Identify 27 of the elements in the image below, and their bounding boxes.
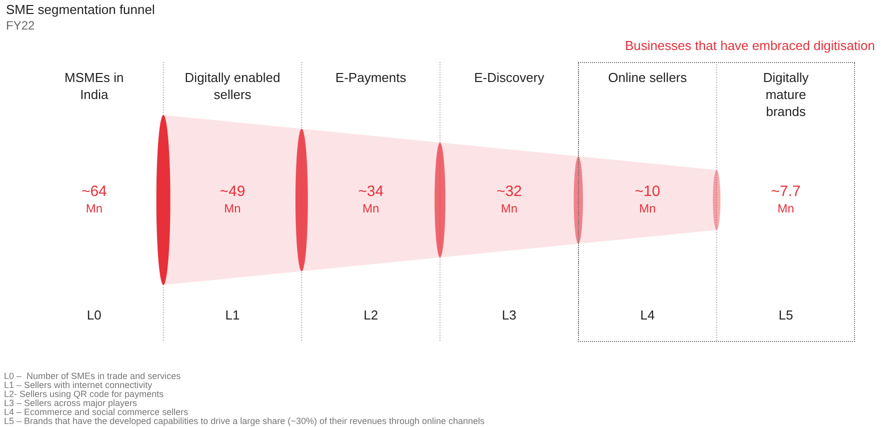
text: L5 – Brands that have the developed capabilities to drive a large share (~30%) of their revenues through online channels	[4, 416, 486, 426]
text: Businesses that have embraced digitisation	[624, 38, 875, 53]
data-label: ~10 Mn	[634, 183, 660, 216]
text: L3 – Sellers across major players	[4, 398, 138, 408]
data-label: ~34 Mn	[358, 183, 384, 216]
data-label: ~49 Mn	[220, 183, 246, 216]
text: L1	[225, 308, 240, 323]
data-label: ~64 Mn	[81, 183, 107, 216]
category-label: E-Discovery	[474, 70, 545, 86]
text: L0	[86, 308, 102, 323]
text: L4	[640, 308, 655, 323]
category-label: Digitally mature brands	[763, 70, 810, 120]
data-label: ~7.7 Mn	[771, 183, 801, 216]
text: L3	[502, 308, 516, 323]
text: L2	[364, 308, 378, 323]
data-label: ~32 Mn	[496, 183, 522, 216]
category-label: Digitally enabled sellers	[184, 70, 280, 102]
category-label: Online sellers	[608, 70, 688, 86]
text: L2- Sellers using QR code for payments	[4, 388, 164, 399]
category-label: MSMEs in India	[64, 70, 124, 102]
text: L5	[778, 308, 794, 323]
text: FY22	[6, 18, 36, 32]
text: L0 – Number of SMEs in trade and services	[4, 370, 182, 381]
text: SME segmentation funnel	[6, 2, 155, 18]
text: L4 – Ecommerce and social commerce sellers	[4, 406, 189, 417]
text: L1 – Sellers with internet connectivity	[4, 380, 153, 390]
category-label: E-Payments	[335, 70, 407, 86]
